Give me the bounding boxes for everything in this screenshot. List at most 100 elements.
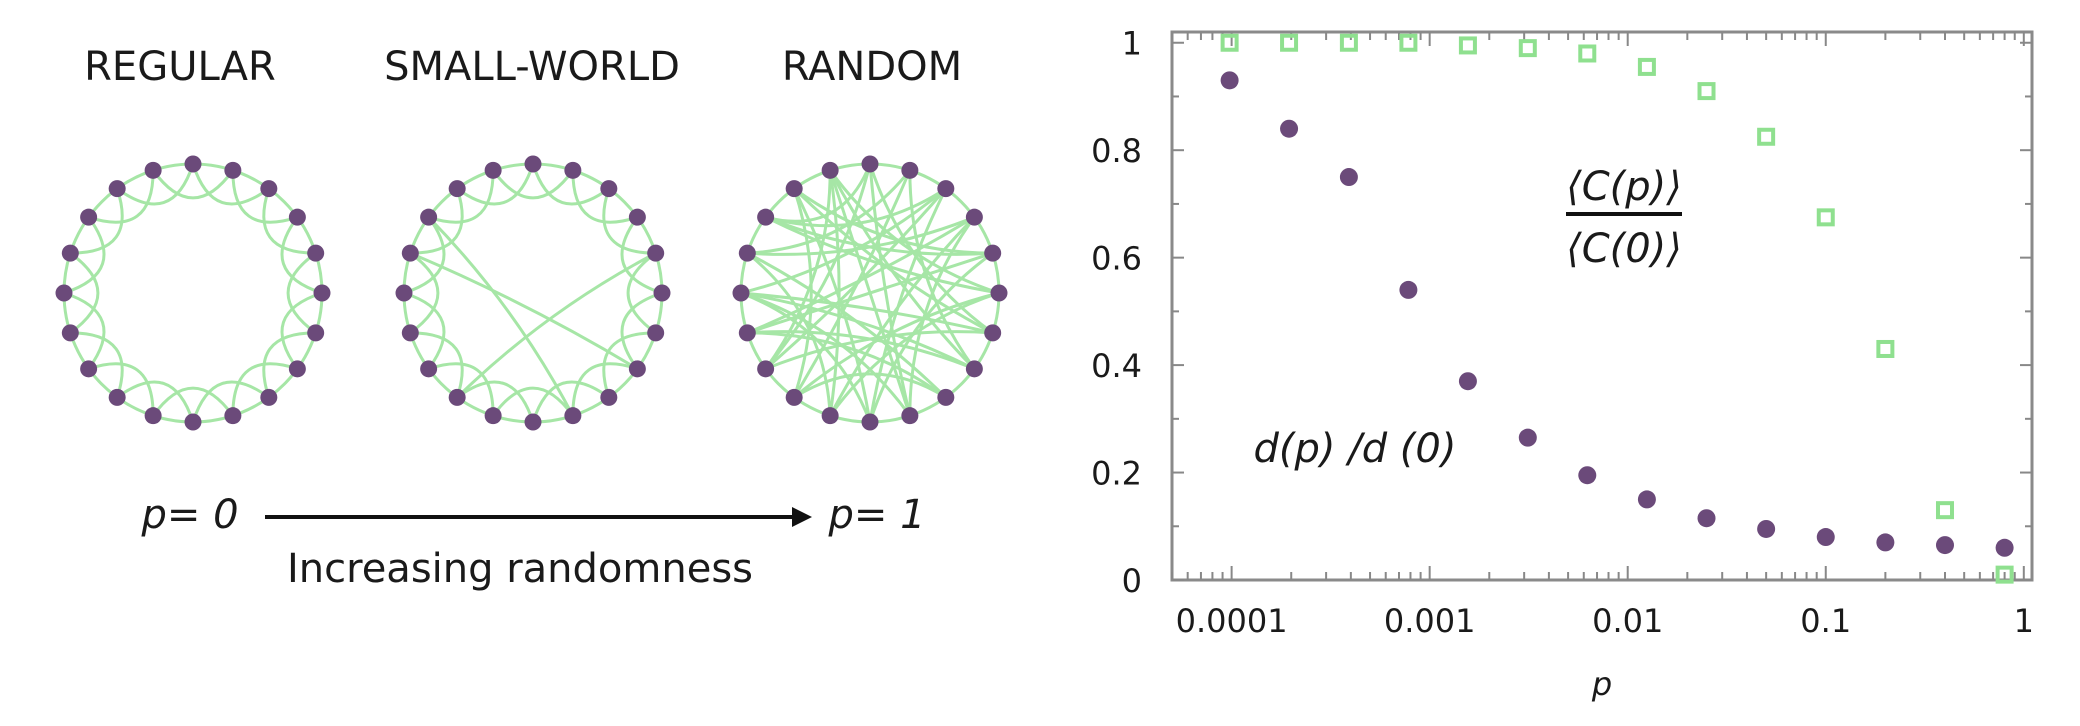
network-edge xyxy=(868,163,994,335)
network-node xyxy=(401,324,419,342)
network-edge xyxy=(740,291,872,423)
network-node xyxy=(448,388,466,406)
network-node xyxy=(524,413,542,431)
network-edge xyxy=(491,169,575,200)
y-tick-label: 0.8 xyxy=(1091,132,1142,170)
network-edge xyxy=(626,251,657,335)
x-tick-label: 0.001 xyxy=(1384,602,1476,640)
path-length-point xyxy=(1458,372,1477,391)
network-node xyxy=(307,324,325,342)
network-edge xyxy=(571,170,638,224)
clustering-point xyxy=(1339,33,1358,52)
network-edge xyxy=(908,170,976,370)
small-world-network xyxy=(395,155,671,431)
network-edge xyxy=(868,251,994,423)
series-clustering xyxy=(1220,33,2014,584)
network-edge xyxy=(602,188,656,255)
network-edge xyxy=(63,291,106,370)
path-length-point xyxy=(1816,528,1835,547)
network-edge xyxy=(69,251,100,335)
network-node xyxy=(80,208,98,226)
clustering-point xyxy=(1935,501,1954,520)
network-node xyxy=(401,244,419,262)
network-node xyxy=(108,388,126,406)
network-node xyxy=(80,360,98,378)
network-edge xyxy=(427,216,575,417)
network-node xyxy=(901,161,919,179)
path-length-point xyxy=(1935,536,1954,555)
network-edge xyxy=(765,215,993,256)
network-edge xyxy=(428,362,495,416)
regular-network xyxy=(55,155,331,431)
network-node xyxy=(738,324,756,342)
path-length-point xyxy=(1339,168,1358,187)
network-edge xyxy=(456,163,535,206)
network-node xyxy=(965,208,983,226)
network-edge xyxy=(88,362,155,416)
x-axis: 0.0001 0.001 0.01 0.1 1 xyxy=(1171,32,2034,640)
network-edge xyxy=(747,330,975,371)
network-edge xyxy=(740,291,912,417)
network-node xyxy=(653,284,671,302)
clustering-series-label: ⟨C(p)⟩ ⟨C(0)⟩ xyxy=(1566,164,1682,272)
network-edge xyxy=(262,188,316,255)
arrow-head-icon xyxy=(792,507,812,527)
network-edge xyxy=(409,251,440,335)
network-edge xyxy=(70,331,124,398)
p-zero-label: p= 0 xyxy=(140,492,238,538)
network-edge xyxy=(828,169,976,370)
network-edge xyxy=(792,187,872,423)
plot-frame xyxy=(1170,30,2034,582)
network-edge xyxy=(409,251,639,371)
random-network xyxy=(732,155,1008,431)
network-node xyxy=(184,155,202,173)
network-node xyxy=(144,407,162,425)
network-node xyxy=(628,208,646,226)
network-node xyxy=(108,180,126,198)
path-length-point xyxy=(1995,538,2014,557)
clustering-point xyxy=(1876,339,1895,358)
network-node xyxy=(821,407,839,425)
network-node xyxy=(524,155,542,173)
network-edge xyxy=(764,163,872,370)
x-tick-label: 0.01 xyxy=(1592,602,1663,640)
path-length-point xyxy=(1697,509,1716,528)
clustering-point xyxy=(1280,33,1299,52)
network-node xyxy=(260,180,278,198)
network-node xyxy=(937,388,955,406)
network-edge xyxy=(70,188,124,255)
network-edge xyxy=(531,163,610,206)
network-node xyxy=(647,324,665,342)
network-edge xyxy=(764,215,1000,295)
network-node xyxy=(990,284,1008,302)
ring-edge xyxy=(402,162,664,424)
network-edge xyxy=(793,187,993,255)
network-edge xyxy=(868,187,948,423)
network-node xyxy=(484,407,502,425)
network-node xyxy=(420,208,438,226)
network-edge xyxy=(868,163,912,417)
network-node xyxy=(984,244,1002,262)
network-edge xyxy=(151,386,235,417)
clustering-point xyxy=(1399,33,1418,52)
clustering-point xyxy=(1637,57,1656,76)
network-node xyxy=(307,244,325,262)
network-edge xyxy=(456,380,535,423)
network-edge xyxy=(740,291,994,335)
network-edge xyxy=(828,169,1000,295)
network-node xyxy=(965,360,983,378)
y-tick-label: 0.6 xyxy=(1091,240,1142,278)
network-node xyxy=(564,161,582,179)
network-edge xyxy=(764,170,832,370)
network-node xyxy=(420,360,438,378)
chart: 0 0.2 0.4 0.6 0.8 1 0.0001 0.001 0.01 0.1 1 p ⟨C(… xyxy=(1091,25,2034,703)
network-edge xyxy=(428,170,495,224)
network-edge xyxy=(262,331,316,398)
network-node xyxy=(61,324,79,342)
network-node xyxy=(313,284,331,302)
ring-edge xyxy=(62,162,324,424)
clustering-point xyxy=(1518,39,1537,58)
network-node xyxy=(184,413,202,431)
network-edge xyxy=(191,163,270,206)
